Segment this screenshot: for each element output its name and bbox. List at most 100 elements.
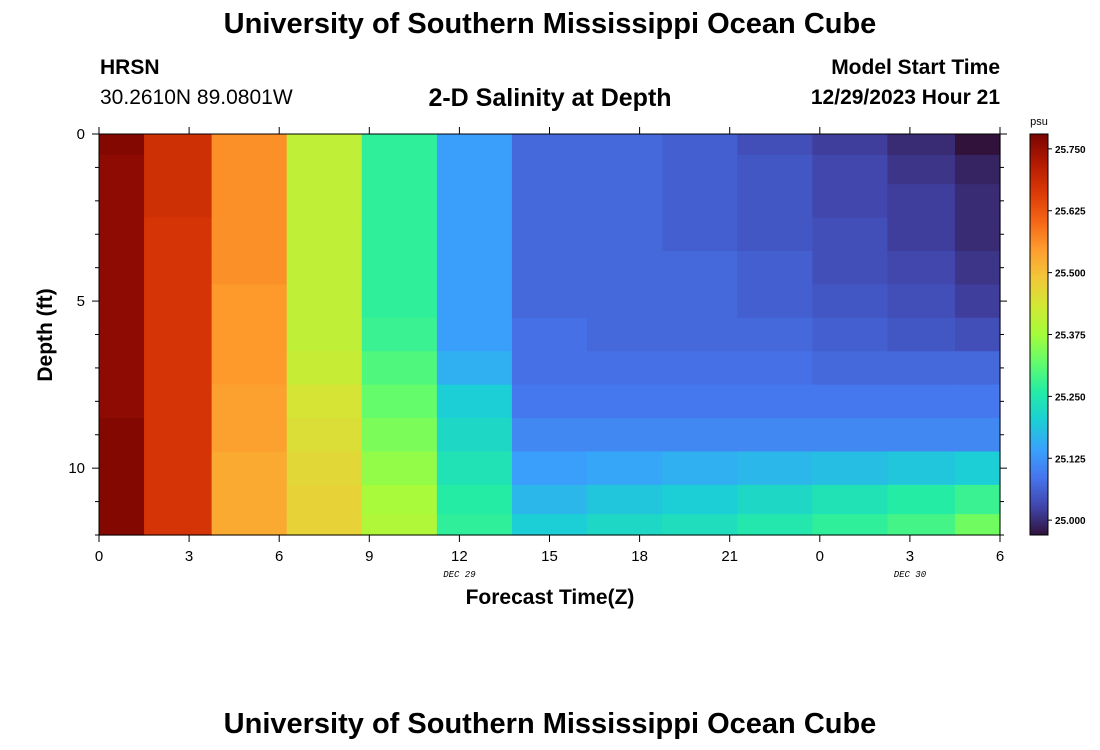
heatmap-cell (662, 154, 738, 185)
heatmap-cell (144, 351, 213, 386)
heatmap-cell (361, 514, 438, 536)
heatmap-cell (511, 451, 588, 486)
heatmap-cell (511, 134, 588, 156)
heatmap-cell (361, 134, 438, 156)
heatmap-cell (954, 284, 1001, 319)
heatmap-cell (887, 217, 956, 252)
heatmap-cell (361, 184, 438, 219)
heatmap-cell (211, 451, 288, 486)
heatmap-cell (737, 217, 813, 252)
colorbar-tick-label: 25.625 (1055, 207, 1086, 218)
station-coordinates: 30.2610N 89.0801W (100, 86, 293, 109)
x-axis-title: Forecast Time(Z) (466, 586, 635, 609)
x-tick-label: 6 (275, 548, 283, 565)
heatmap-cell (211, 384, 288, 419)
heatmap-cell (436, 250, 513, 285)
heatmap-cell (436, 317, 513, 352)
heatmap-cell (99, 317, 145, 352)
heatmap-cell (662, 217, 738, 252)
colorbar: 25.750 25.625 25.500 25.375 25.250 25.125 25.0… (1029, 116, 1086, 536)
heatmap-cell (436, 154, 513, 185)
heatmap-cell (99, 514, 145, 536)
model-start-label: Model Start Time (831, 56, 1000, 79)
heatmap-cell (436, 351, 513, 386)
heatmap-cell (812, 384, 888, 419)
heatmap-cell (99, 484, 145, 515)
heatmap-cell (99, 418, 145, 453)
heatmap-cell (286, 217, 363, 252)
heatmap-cell (211, 154, 288, 185)
heatmap-cell (511, 317, 588, 352)
heatmap-cell (286, 134, 363, 156)
heatmap-cell (436, 384, 513, 419)
heatmap-cell (954, 451, 1001, 486)
heatmap-cell (99, 284, 145, 319)
heatmap-cell (211, 317, 288, 352)
heatmap-cell (286, 418, 363, 453)
heatmap-cell (587, 250, 663, 285)
heatmap-cell (144, 418, 213, 453)
heatmap-cell (887, 317, 956, 352)
heatmap-cell (887, 154, 956, 185)
heatmap-cell (587, 351, 663, 386)
heatmap-cell (144, 250, 213, 285)
heatmap-cell (361, 154, 438, 185)
heatmap-cell (662, 418, 738, 453)
heatmap-cell (662, 317, 738, 352)
heatmap-cell (361, 484, 438, 515)
heatmap-cell (812, 184, 888, 219)
heatmap-cell (737, 418, 813, 453)
heatmap-cell (511, 284, 588, 319)
heatmap-cell (662, 184, 738, 219)
heatmap-cell (211, 418, 288, 453)
heatmap-cell (211, 484, 288, 515)
heatmap-cell (887, 384, 956, 419)
colorbar-gradient (1029, 133, 1049, 536)
heatmap-cell (662, 514, 738, 536)
y-axis: 0 5 10 (68, 126, 1007, 536)
heatmap-cell (587, 154, 663, 185)
heatmap-cell (662, 451, 738, 486)
y-axis-title: Depth (ft) (34, 288, 57, 381)
heatmap-cell (737, 184, 813, 219)
heatmap-cell (99, 154, 145, 185)
heatmap-cell (812, 418, 888, 453)
heatmap-cell (361, 418, 438, 453)
heatmap-cell (286, 250, 363, 285)
heatmap-cell (436, 451, 513, 486)
colorbar-tick-label: 25.375 (1055, 331, 1086, 342)
heatmap-cell (511, 184, 588, 219)
heatmap-cell (361, 250, 438, 285)
heatmap-cell (662, 284, 738, 319)
colorbar-tick-label: 25.750 (1055, 145, 1086, 156)
heatmap-cell (99, 184, 145, 219)
heatmap-cell (144, 134, 213, 156)
heatmap-cell (286, 154, 363, 185)
colorbar-tick-label: 25.125 (1055, 454, 1086, 465)
x-tick-label: 6 (996, 548, 1004, 565)
x-tick-label: 18 (631, 548, 648, 565)
heatmap-cell (99, 351, 145, 386)
model-start-value: 12/29/2023 Hour 21 (810, 86, 1000, 109)
heatmap-cell (954, 384, 1001, 419)
heatmap-cell (511, 514, 588, 536)
heatmap-cell (887, 134, 956, 156)
heatmap-cell (812, 134, 888, 156)
heatmap-cell (812, 154, 888, 185)
heatmap-cell (587, 317, 663, 352)
heatmap-cell (587, 134, 663, 156)
heatmap-cell (587, 384, 663, 419)
heatmap-cell (511, 217, 588, 252)
heatmap-cell (436, 184, 513, 219)
heatmap-cell (587, 451, 663, 486)
heatmap-cell (954, 217, 1001, 252)
heatmap-cell (211, 250, 288, 285)
x-tick-label: 9 (365, 548, 373, 565)
colorbar-unit-label: psu (1030, 116, 1048, 128)
heatmap-cell (587, 418, 663, 453)
heatmap-cell (812, 351, 888, 386)
heatmap-cell (812, 317, 888, 352)
heatmap-cell (511, 250, 588, 285)
heatmap-cell (99, 451, 145, 486)
